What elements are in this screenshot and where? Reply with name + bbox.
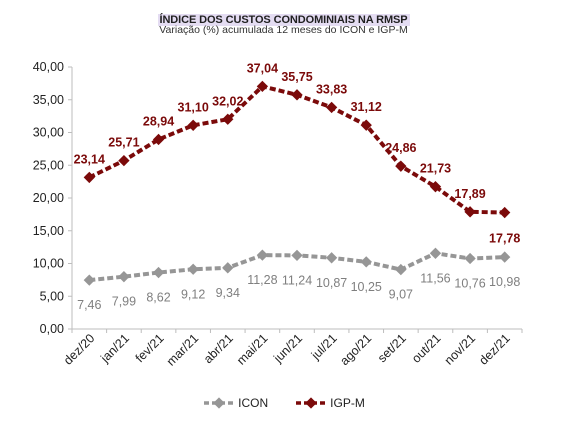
data-point-igp-m [152, 133, 165, 146]
legend-label-igpm: IGP-M [330, 396, 365, 410]
x-tick-label: fev/21 [133, 331, 167, 365]
data-label-igp-m: 23,14 [74, 152, 105, 166]
data-point-icon [118, 271, 130, 283]
x-tick-label: out/21 [409, 331, 444, 366]
data-point-igp-m [429, 181, 442, 193]
data-label-icon: 8,62 [146, 291, 170, 305]
y-tick-label: 5,00 [40, 289, 64, 303]
x-tick-label: mai/21 [234, 331, 270, 367]
x-tick-label: nov/21 [442, 331, 478, 367]
data-point-icon [187, 263, 199, 275]
x-tick-label: ago/21 [337, 331, 374, 368]
data-point-igp-m [118, 154, 130, 167]
data-point-icon [291, 249, 303, 262]
data-label-igp-m: 31,10 [178, 100, 209, 114]
y-tick-label: 40,00 [33, 60, 64, 74]
x-tick-label: mar/21 [164, 331, 201, 368]
data-label-igp-m: 17,78 [489, 232, 520, 246]
data-point-icon [152, 266, 165, 279]
data-label-icon: 10,98 [489, 275, 520, 289]
chart-legend: ICON IGP-M [0, 396, 567, 410]
data-label-igp-m: 25,71 [108, 136, 139, 150]
data-point-igp-m [187, 119, 199, 131]
chart-title: ÍNDICE DOS CUSTOS CONDOMINIAIS NA RMSP [0, 10, 567, 28]
data-label-igp-m: 24,86 [385, 141, 416, 155]
data-label-igp-m: 17,89 [454, 187, 485, 201]
y-tick-label: 10,00 [33, 257, 64, 271]
data-label-igp-m: 35,75 [281, 70, 312, 84]
line-chart: 0,00 5,00 10,00 15,00 20,00 25,00 30,00 35,00 40… [33, 60, 523, 369]
data-point-icon [395, 263, 407, 276]
legend-swatch-igpm [296, 397, 327, 409]
data-label-icon: 11,24 [282, 273, 312, 287]
data-point-igp-m [395, 160, 407, 172]
data-point-icon [360, 256, 372, 268]
y-tick-label: 0,00 [40, 322, 64, 336]
y-tick-label: 20,00 [33, 191, 64, 205]
data-point-icon [222, 262, 234, 274]
data-point-icon [325, 252, 338, 264]
data-label-igp-m: 32,02 [212, 94, 243, 108]
data-label-icon: 9,07 [389, 288, 413, 302]
y-tick-label: 35,00 [33, 93, 64, 107]
data-label-icon: 10,25 [351, 280, 382, 294]
data-label-icon: 11,28 [247, 273, 277, 287]
data-label-igp-m: 33,83 [316, 82, 347, 96]
legend-item-icon: ICON [202, 396, 268, 410]
data-point-icon [499, 251, 511, 263]
data-label-icon: 10,76 [454, 277, 485, 291]
legend-swatch-icon [204, 397, 235, 409]
data-label-igp-m: 37,04 [247, 61, 278, 75]
data-label-icon: 9,12 [181, 287, 205, 301]
legend-label-icon: ICON [238, 396, 269, 410]
data-point-igp-m [325, 101, 338, 114]
data-label-igp-m: 31,12 [351, 100, 382, 114]
data-point-icon [464, 252, 476, 265]
x-tick-label: dez/21 [476, 331, 512, 367]
x-tick-label: jan/21 [97, 331, 132, 366]
data-point-igp-m [499, 206, 511, 219]
data-label-igp-m: 21,73 [420, 162, 451, 176]
data-label-icon: 11,56 [420, 271, 450, 285]
x-tick-label: set/21 [375, 331, 409, 365]
data-label-icon: 9,34 [216, 286, 240, 300]
y-tick-label: 30,00 [33, 126, 64, 140]
x-tick-label: jul/21 [308, 331, 340, 363]
data-point-icon [256, 249, 269, 261]
data-label-icon: 7,46 [77, 298, 101, 312]
x-tick-label: dez/20 [61, 331, 97, 367]
series-line-igp-m [88, 84, 505, 215]
chart-title-text: ÍNDICE DOS CUSTOS CONDOMINIAIS NA RMSP [157, 14, 410, 26]
data-point-icon [429, 247, 442, 259]
x-tick-label: abr/21 [201, 331, 236, 366]
data-label-igp-m: 28,94 [143, 114, 174, 128]
y-tick-label: 15,00 [33, 224, 64, 238]
data-label-icon: 7,99 [112, 295, 136, 309]
legend-item-igpm: IGP-M [294, 396, 365, 410]
data-point-igp-m [291, 89, 303, 101]
data-point-icon [83, 274, 95, 286]
x-tick-label: jun/21 [270, 331, 305, 366]
chart-subtitle: Variação (%) acumulada 12 meses do ICON … [159, 24, 408, 36]
y-tick-label: 25,00 [33, 158, 64, 172]
data-label-icon: 10,87 [316, 276, 347, 290]
data-point-igp-m [464, 206, 476, 218]
